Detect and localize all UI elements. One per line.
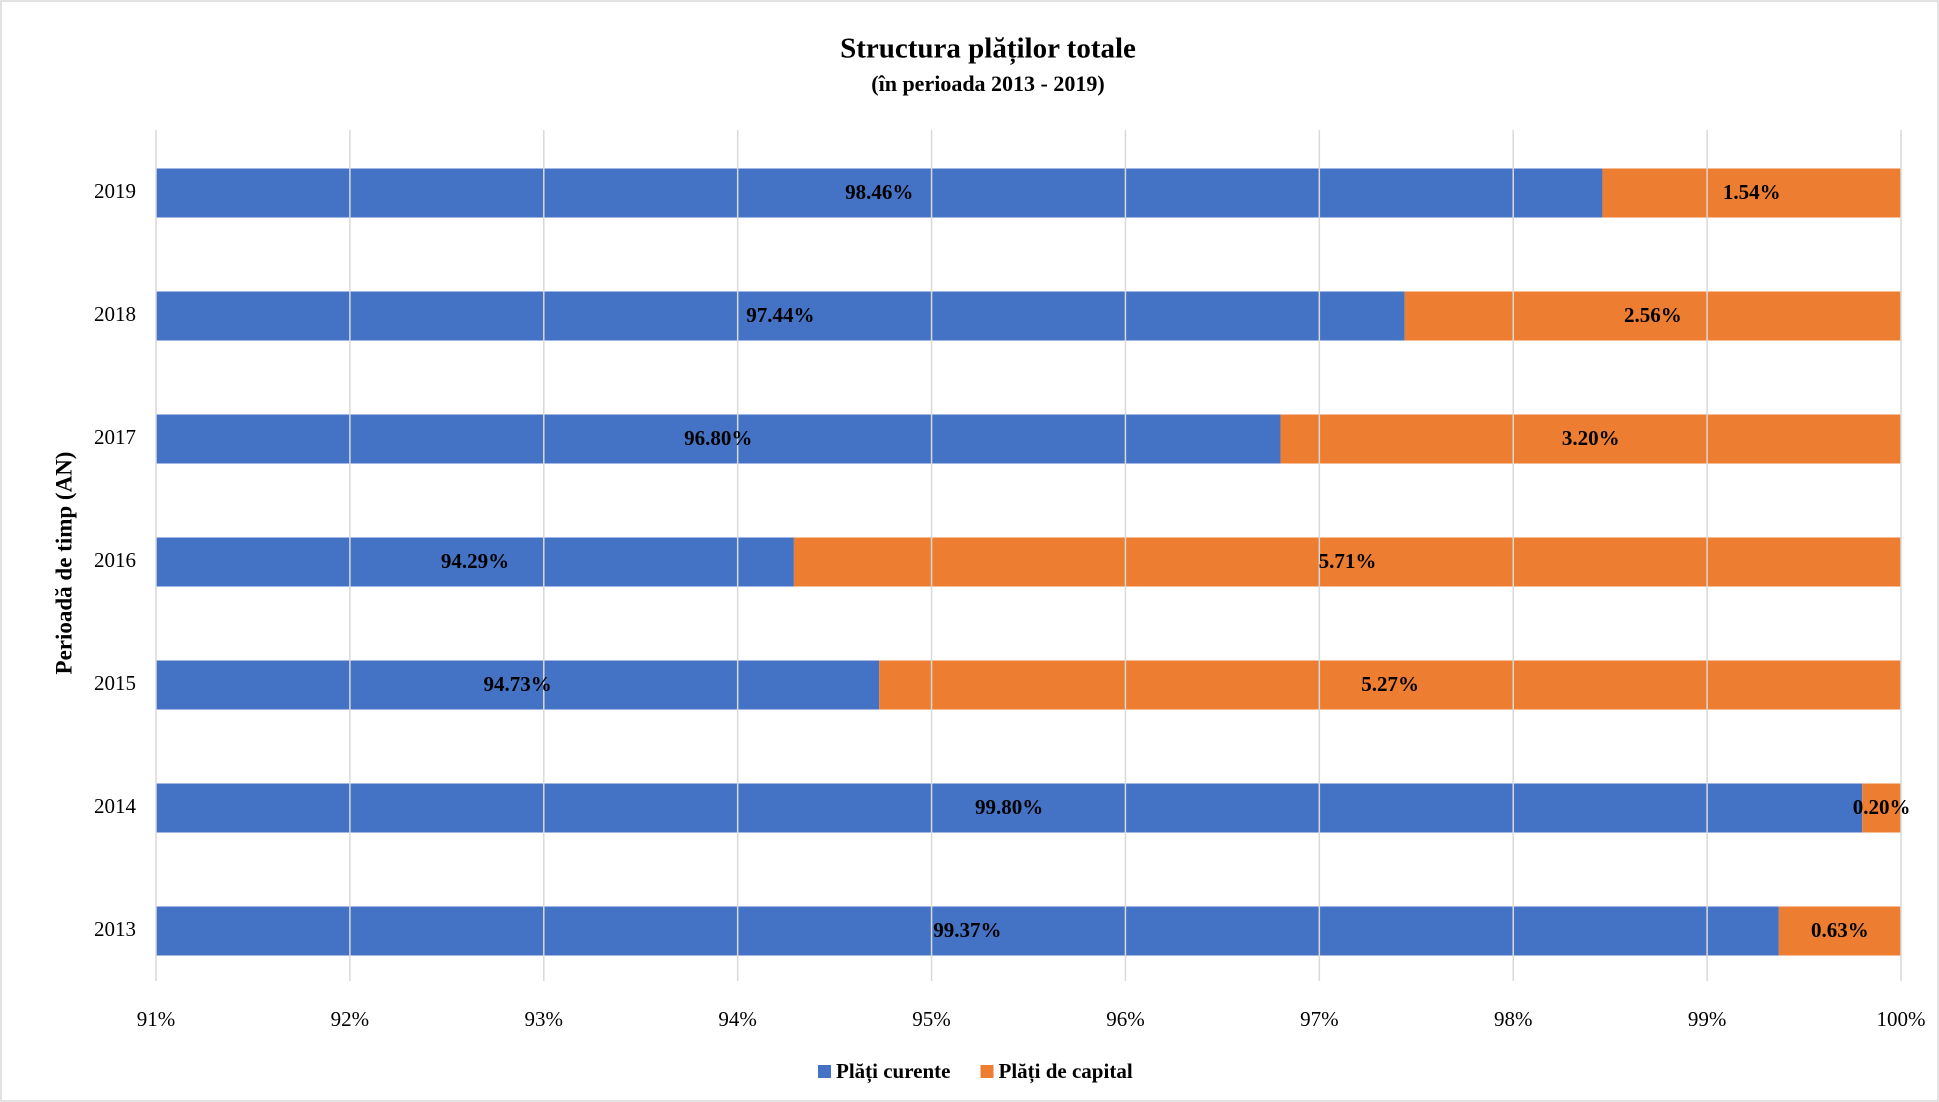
x-tick-label: 95%	[912, 1007, 951, 1031]
x-tick-label: 99%	[1688, 1007, 1727, 1031]
plot-area	[156, 168, 1901, 956]
bar-segment	[1862, 783, 1901, 833]
x-tick-label: 98%	[1494, 1007, 1533, 1031]
y-tick-label: 2017	[94, 425, 136, 449]
data-label: 0.63%	[1811, 918, 1869, 942]
data-label: 97.44%	[746, 303, 814, 327]
y-tick-label: 2013	[94, 917, 136, 941]
data-label: 3.20%	[1562, 426, 1620, 450]
data-label: 94.29%	[441, 549, 509, 573]
x-tick-label: 94%	[718, 1007, 757, 1031]
bar-segment	[1280, 414, 1901, 464]
bar-segment	[156, 168, 1603, 218]
y-tick-label: 2019	[94, 179, 136, 203]
bar-segment	[793, 537, 1901, 587]
x-tick-label: 92%	[331, 1007, 370, 1031]
data-label: 0.20%	[1853, 795, 1911, 819]
bar-segment	[156, 660, 880, 710]
bar-segment	[156, 414, 1281, 464]
x-tick-label: 96%	[1106, 1007, 1145, 1031]
x-tick-label: 91%	[137, 1007, 176, 1031]
legend-label: Plăți curente	[836, 1059, 951, 1084]
data-label: 94.73%	[483, 672, 551, 696]
y-tick-label: 2015	[94, 671, 136, 695]
bar-segment	[156, 537, 794, 587]
x-tick-label: 93%	[525, 1007, 564, 1031]
bar-segment	[156, 906, 1779, 956]
chart-subtitle: (în perioada 2013 - 2019)	[871, 71, 1104, 96]
bar-segment	[879, 660, 1901, 710]
bar-segment	[156, 783, 1863, 833]
legend-swatch	[980, 1065, 994, 1078]
y-tick-label: 2018	[94, 302, 136, 326]
x-tick-label: 100%	[1877, 1007, 1926, 1031]
data-label: 99.80%	[975, 795, 1043, 819]
data-label: 99.37%	[933, 918, 1001, 942]
bar-segment	[1778, 906, 1901, 956]
legend-swatch	[818, 1065, 831, 1078]
x-tick-label: 97%	[1300, 1007, 1339, 1031]
bar-segment	[156, 291, 1405, 341]
bar-segment	[1404, 291, 1901, 341]
y-tick-label: 2014	[94, 794, 137, 818]
data-label: 98.46%	[845, 180, 913, 204]
y-tick-label: 2016	[94, 548, 136, 572]
data-label: 1.54%	[1723, 180, 1781, 204]
data-label: 5.71%	[1319, 549, 1377, 573]
legend-label: Plăți de capital	[999, 1059, 1133, 1084]
chart-title: Structura plăților totale	[840, 33, 1136, 66]
data-label: 96.80%	[684, 426, 752, 450]
y-axis-label: Perioadă de timp (AN)	[51, 452, 76, 675]
data-label: 2.56%	[1624, 303, 1682, 327]
data-label: 5.27%	[1361, 672, 1419, 696]
bar-segment	[1602, 168, 1901, 218]
